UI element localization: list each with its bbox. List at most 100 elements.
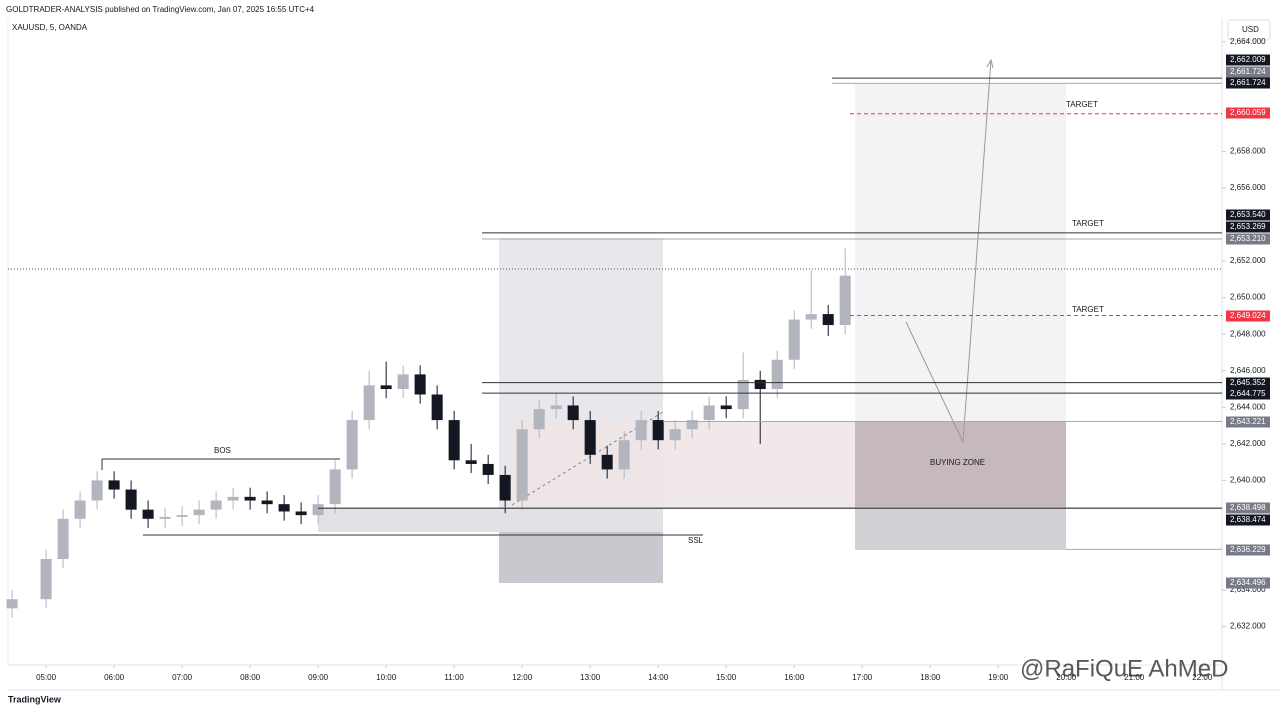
price-box [1226, 388, 1270, 400]
currency-button[interactable] [1227, 19, 1271, 41]
y-tick-label: 2,658.000 [1230, 147, 1266, 156]
candle-body [448, 420, 460, 461]
candle-body [669, 429, 681, 441]
y-tick-label: 2,640.000 [1230, 476, 1266, 485]
candle-body [261, 500, 273, 505]
x-tick-label: 11:00 [444, 673, 464, 682]
currency[interactable]: USD [1242, 25, 1259, 34]
candle-body [295, 511, 307, 516]
candle-body [176, 515, 188, 517]
price-box [1226, 66, 1270, 78]
target-label: TARGET [1072, 219, 1104, 228]
candle-body [227, 496, 239, 501]
candle-body [91, 480, 103, 501]
price-box-label: 2,638.474 [1230, 515, 1266, 524]
candle-body [159, 516, 171, 519]
zone [512, 422, 855, 509]
candle-body [822, 314, 834, 326]
x-tick-label: 12:00 [512, 673, 533, 682]
price-box [1226, 310, 1270, 322]
candle-body [210, 500, 222, 510]
x-tick-label: 09:00 [308, 673, 329, 682]
zone [318, 509, 663, 532]
price-box-label: 2,661.724 [1230, 78, 1266, 87]
candle-body [380, 385, 392, 390]
price-box-label: 2,643.221 [1230, 417, 1266, 426]
publisher: GOLDTRADER-ANALYSIS published on Trading… [6, 5, 315, 14]
x-tick-label: 14:00 [648, 673, 669, 682]
price-box-label: 2,649.024 [1230, 311, 1266, 320]
price-box [1226, 416, 1270, 428]
bos-label: BOS [214, 446, 231, 455]
zone [855, 83, 1066, 422]
candle-body [805, 314, 817, 320]
candle-body [601, 454, 613, 470]
y-tick-label: 2,650.000 [1230, 293, 1266, 302]
candle-body [312, 504, 324, 516]
candle-body [74, 500, 86, 519]
candle-body [278, 504, 290, 512]
price-box [1226, 54, 1270, 66]
price-box-label: 2,653.210 [1230, 234, 1266, 243]
candle-body [57, 518, 69, 559]
candle-body [125, 489, 137, 510]
x-tick-label: 17:00 [852, 673, 873, 682]
y-tick-label: 2,634.000 [1230, 585, 1266, 594]
candle-body [329, 469, 341, 505]
x-tick-label: 19:00 [988, 673, 1009, 682]
y-tick-label: 2,642.000 [1230, 439, 1266, 448]
y-tick-label: 2,664.000 [1230, 37, 1266, 46]
candle-body [839, 275, 851, 326]
candle-body [567, 405, 579, 421]
candle-body [618, 440, 630, 470]
price-box [1226, 514, 1270, 526]
price-box-label: 2,636.229 [1230, 545, 1266, 554]
candle-body [703, 405, 715, 421]
x-tick-label: 06:00 [104, 673, 125, 682]
target-label: TARGET [1072, 305, 1104, 314]
x-tick-label: 10:00 [376, 673, 397, 682]
candle-body [193, 509, 205, 516]
candle-body [244, 496, 256, 501]
y-tick-label: 2,632.000 [1230, 622, 1266, 631]
candle-body [346, 420, 358, 470]
price-box [1226, 77, 1270, 89]
price-box-label: 2,661.724 [1230, 67, 1266, 76]
x-tick-label: 07:00 [172, 673, 193, 682]
candle-body [363, 385, 375, 421]
price-box-label: 2,644.775 [1230, 389, 1266, 398]
candle-body [686, 420, 698, 430]
watermark: @RaFiQuE AhMeD [1020, 655, 1228, 682]
price-box [1226, 209, 1270, 221]
candle-body [533, 409, 545, 430]
price-box-label: 2,662.009 [1230, 55, 1266, 64]
arrow-head [986, 58, 994, 69]
y-tick-label: 2,644.000 [1230, 402, 1266, 411]
candle-body [720, 405, 732, 410]
x-tick-label: 16:00 [784, 673, 805, 682]
x-tick-label: 22:00 [1192, 673, 1213, 682]
candle-body [771, 359, 783, 390]
price-box-label: 2,660.059 [1230, 108, 1266, 117]
candle-body [397, 374, 409, 390]
y-tick-label: 2,648.000 [1230, 329, 1266, 338]
projection-arrow [905, 59, 992, 444]
candle-body [414, 374, 426, 395]
candle-body [516, 429, 528, 501]
buying-zone-label: BUYING ZONE [930, 458, 985, 467]
candle-body [652, 420, 664, 441]
price-box-label: 2,634.496 [1230, 578, 1266, 587]
price-box [1226, 233, 1270, 245]
candle-body [737, 379, 749, 410]
price-box [1226, 577, 1270, 589]
candle-body [788, 319, 800, 360]
candle-body [584, 420, 596, 455]
x-tick-label: 08:00 [240, 673, 261, 682]
candle-body [108, 480, 120, 490]
x-tick-label: 13:00 [580, 673, 601, 682]
price-box [1226, 544, 1270, 556]
y-tick-label: 2,646.000 [1230, 366, 1266, 375]
x-tick-label: 15:00 [716, 673, 737, 682]
x-tick-label: 18:00 [920, 673, 941, 682]
